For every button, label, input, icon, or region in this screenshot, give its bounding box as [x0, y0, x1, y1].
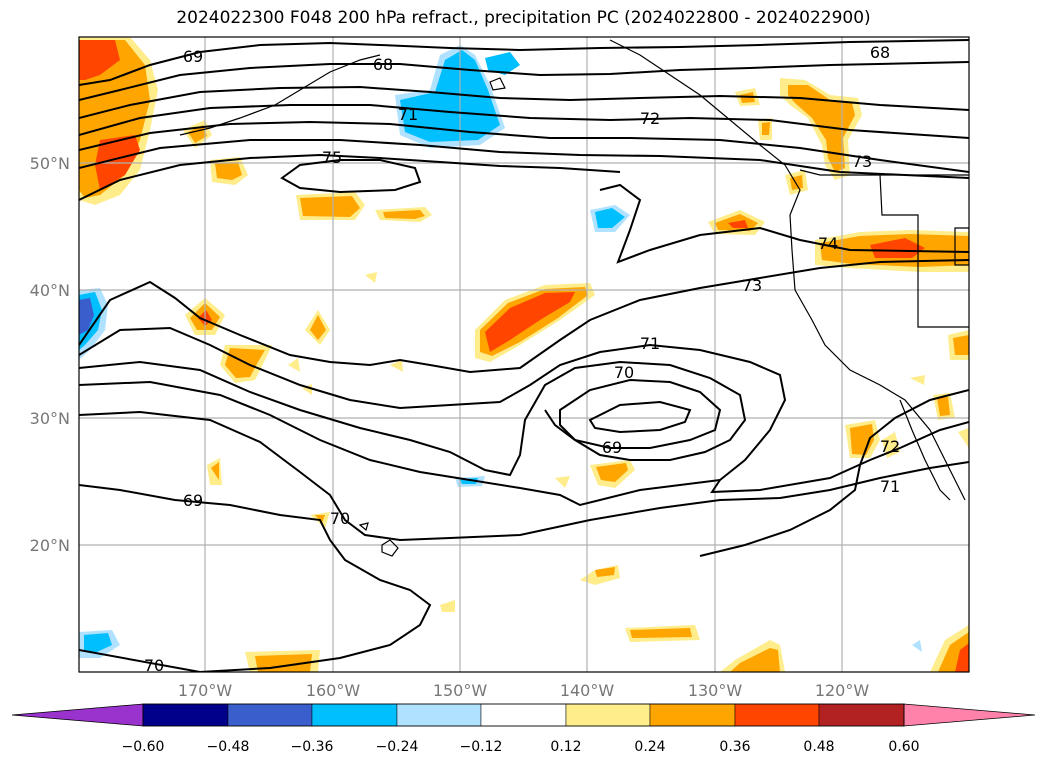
contour-label: 68 — [373, 55, 393, 74]
latitude-labels: 50°N 40°N 30°N 20°N — [30, 154, 70, 555]
colorbar-tick-label: 0.24 — [634, 739, 665, 755]
colorbar-tick-label: −0.36 — [291, 739, 334, 755]
colorbar-segment — [142, 703, 229, 727]
colorbar-segment — [734, 703, 820, 727]
map-title: 2024022300 F048 200 hPa refract., precip… — [176, 8, 871, 28]
contour-label: 70 — [144, 656, 164, 675]
lon-label: 160°W — [306, 681, 361, 700]
colorbar-tick-label: 0.12 — [550, 739, 581, 755]
contour-label: 72 — [640, 109, 660, 128]
contour-label: 73 — [852, 152, 872, 171]
colorbar: −0.60 −0.48 −0.36 −0.24 −0.12 0.12 0.24 … — [11, 703, 1036, 755]
lat-label: 20°N — [30, 536, 70, 555]
contour-label: 70 — [614, 363, 634, 382]
colorbar-segment — [649, 703, 736, 727]
map-frame — [78, 36, 970, 673]
colorbar-segment — [818, 703, 905, 727]
colorbar-tick-label: 0.36 — [719, 739, 750, 755]
lon-label: 130°W — [688, 681, 743, 700]
colorbar-tick-label: −0.24 — [376, 739, 419, 755]
colorbar-segment — [311, 703, 398, 727]
lat-label: 50°N — [30, 154, 70, 173]
lon-label: 120°W — [815, 681, 870, 700]
contour-label: 68 — [870, 43, 890, 62]
colorbar-segment — [396, 703, 482, 727]
lon-label: 150°W — [433, 681, 488, 700]
lat-label: 40°N — [30, 281, 70, 300]
lon-label: 170°W — [178, 681, 233, 700]
colorbar-tick-label: −0.48 — [207, 739, 250, 755]
colorbar-segment — [565, 703, 651, 727]
colorbar-tick-label: 0.60 — [888, 739, 919, 755]
colorbar-extend-high — [903, 703, 1036, 727]
contour-label: 74 — [818, 234, 838, 253]
contour-label: 73 — [742, 276, 762, 295]
lon-label: 140°W — [560, 681, 615, 700]
contour-label: 71 — [880, 477, 900, 496]
colorbar-tick-label: −0.12 — [460, 739, 503, 755]
colorbar-tick-label: 0.48 — [803, 739, 834, 755]
contour-label: 71 — [640, 334, 660, 353]
colorbar-tick-label: −0.60 — [122, 739, 165, 755]
precipitation-shading — [79, 37, 969, 672]
contour-label: 69 — [602, 438, 622, 457]
contour-label: 75 — [322, 148, 342, 167]
contour-label: 69 — [183, 491, 203, 510]
longitude-labels: 170°W 160°W 150°W 140°W 130°W 120°W — [178, 681, 870, 700]
contour-label: 70 — [330, 509, 350, 528]
colorbar-extend-low — [11, 703, 144, 727]
lat-label: 30°N — [30, 409, 70, 428]
colorbar-segment — [227, 703, 313, 727]
contour-label: 72 — [880, 437, 900, 456]
contour-labels: 69 68 71 72 75 68 73 74 73 71 70 69 69 7… — [144, 43, 900, 675]
colorbar-segment — [480, 703, 567, 727]
contour-label: 69 — [183, 47, 203, 66]
graticule — [79, 37, 969, 672]
refractivity-contours — [79, 39, 969, 672]
contour-label: 71 — [398, 105, 418, 124]
